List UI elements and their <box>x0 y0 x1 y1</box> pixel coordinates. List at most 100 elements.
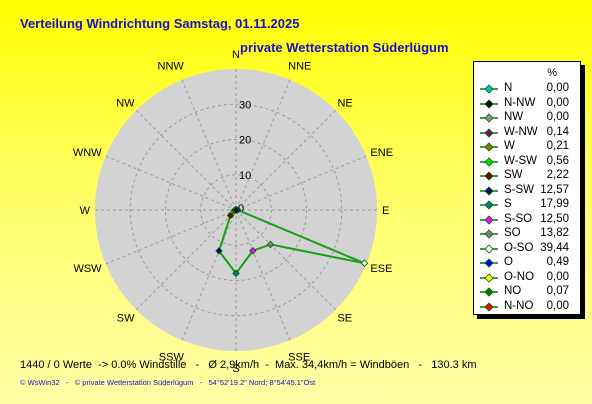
legend-value-sw: 2,22 <box>546 169 569 181</box>
legend-row-sw: SW 2,22 <box>474 169 580 184</box>
legend-label-w-sw: W-SW <box>504 154 538 167</box>
legend-symbol-s-sw <box>480 185 498 196</box>
legend-row-w: W 0,21 <box>474 140 580 155</box>
ring-30 <box>129 103 343 317</box>
marker-n-nw <box>232 206 240 214</box>
ring-label-20: 20 <box>239 135 251 147</box>
legend-symbol-sw <box>480 171 498 181</box>
ring-label-0: 0 <box>238 203 244 215</box>
direction-label-nne: NNE <box>288 61 311 73</box>
legend-label-nw: NW <box>504 111 524 123</box>
legend-row-no: NO 0,07 <box>474 285 580 300</box>
ring-10 <box>200 174 272 246</box>
legend-value-so: 13,82 <box>540 227 569 239</box>
legend-label-so: SO <box>504 227 521 239</box>
legend-row-so: SO 13,82 <box>474 227 580 242</box>
legend-symbol-n-nw <box>480 98 498 109</box>
legend-value-n-no: 0,00 <box>546 299 569 312</box>
legend-label-n-nw: N-NW <box>504 96 536 109</box>
chart-subtitle: private Wetterstation Süderlügum <box>240 40 449 55</box>
legend-symbol-s <box>480 200 498 210</box>
legend-value-o-so: 39,44 <box>540 241 569 254</box>
legend-row-o: O 0,49 <box>474 256 580 271</box>
legend-label-s-sw: S-SW <box>504 183 535 196</box>
legend-row-n-no: N-NO 0,00 <box>474 300 580 315</box>
legend-label-o-no: O-NO <box>504 270 535 283</box>
direction-label-s: S <box>232 363 239 375</box>
legend-value-o-no: 0,00 <box>546 270 569 283</box>
legend-value-s-so: 12,50 <box>540 212 569 225</box>
direction-label-e: E <box>382 205 389 217</box>
direction-label-wsw: WSW <box>73 263 102 275</box>
marker-o-so <box>360 259 369 267</box>
footer-stats: 1440 / 0 Werte -> 0.0% Windstille - Ø 2,… <box>20 359 477 371</box>
wind-rose-series <box>215 206 369 278</box>
legend-label-sw: SW <box>504 169 523 181</box>
marker-so <box>266 240 275 249</box>
legend-label-no: NO <box>504 285 522 297</box>
ring-label-30: 30 <box>239 99 251 111</box>
legend-symbol-so <box>480 229 498 239</box>
footer-credit: © WsWin32 - © private Wetterstation Süde… <box>20 378 316 387</box>
direction-label-sw: SW <box>117 312 135 324</box>
legend-row-o-no: O-NO 0,00 <box>474 271 580 286</box>
legend-value-n: 0,00 <box>546 82 569 94</box>
legend-value-o: 0,49 <box>546 256 569 268</box>
legend-symbol-no <box>480 287 498 297</box>
direction-label-nnw: NNW <box>158 61 185 73</box>
legend-label-w-nw: W-NW <box>504 125 538 138</box>
direction-label-sse: SSE <box>288 351 310 363</box>
legend-symbol-w <box>480 142 498 152</box>
legend-row-s: S 17,99 <box>474 198 580 213</box>
legend-symbol-n-no <box>480 301 498 312</box>
legend-row-nw: NW 0,00 <box>474 111 580 126</box>
legend-symbol-n <box>480 84 498 94</box>
legend-label-n: N <box>504 82 513 94</box>
legend-label-o-so: O-SO <box>504 241 534 254</box>
legend-value-no: 0,07 <box>546 285 569 297</box>
direction-label-w: W <box>80 205 91 217</box>
legend-value-s-sw: 12,57 <box>540 183 569 196</box>
legend-label-w: W <box>504 140 515 152</box>
wind-rose-ring-labels: 10 20 30 0 <box>238 99 251 215</box>
chart-title: Verteilung Windrichtung Samstag, 01.11.2… <box>20 16 300 31</box>
direction-label-nw: NW <box>116 98 135 110</box>
direction-label-ese: ESE <box>370 263 392 275</box>
legend-row-w-sw: W-SW 0,56 <box>474 155 580 170</box>
legend-row-w-nw: W-NW 0,14 <box>474 126 580 141</box>
direction-label-se: SE <box>337 312 352 324</box>
ring-20 <box>165 139 307 281</box>
legend-row-s-sw: S-SW 12,57 <box>474 184 580 199</box>
legend: % N 0,00 N-NW 0,00 NW 0,00 W-NW 0,14 W 0,21 W-SW 0,… <box>473 61 581 315</box>
legend-label-s: S <box>504 198 512 210</box>
legend-symbol-w-sw <box>480 156 498 167</box>
legend-symbol-o-so <box>480 243 498 254</box>
legend-value-w-nw: 0,14 <box>546 125 569 138</box>
legend-label-o: O <box>504 256 513 268</box>
legend-value-w: 0,21 <box>546 140 569 152</box>
marker-s-sw <box>215 247 223 255</box>
legend-symbol-nw <box>480 113 498 123</box>
legend-row-n: N 0,00 <box>474 82 580 97</box>
direction-label-ssw: SSW <box>159 351 185 363</box>
legend-symbol-o-no <box>480 272 498 283</box>
direction-label-ne: NE <box>337 98 352 110</box>
wind-rose-direction-labels: N NNE NE ENE E ESE SE SSE S SSW SW WSW W WNW NW NNW <box>73 49 393 375</box>
marker-sw <box>226 211 235 220</box>
legend-label-n-no: N-NO <box>504 299 534 312</box>
legend-symbol-o <box>480 258 498 268</box>
legend-value-nw: 0,00 <box>546 111 569 123</box>
legend-value-s: 17,99 <box>540 198 569 210</box>
direction-label-wnw: WNW <box>73 147 102 159</box>
marker-s-so <box>249 246 257 255</box>
ring-label-10: 10 <box>239 170 251 182</box>
legend-row-o-so: O-SO 39,44 <box>474 242 580 257</box>
legend-label-s-so: S-SO <box>504 212 533 225</box>
legend-unit-label: % <box>547 67 557 79</box>
legend-symbol-w-nw <box>480 127 498 138</box>
marker-s <box>232 269 240 278</box>
direction-label-n: N <box>232 49 240 61</box>
direction-label-ene: ENE <box>370 147 393 159</box>
legend-symbol-s-so <box>480 214 498 225</box>
